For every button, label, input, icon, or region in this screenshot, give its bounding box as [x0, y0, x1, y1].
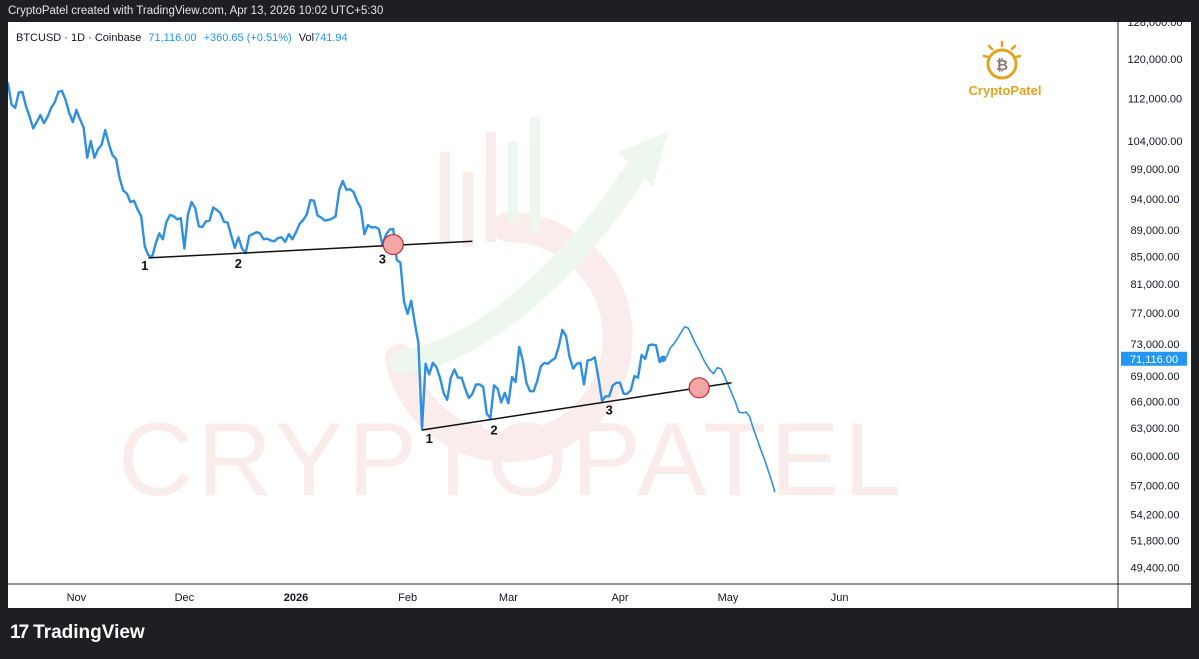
y-tick-label: 128,000.00 [1127, 22, 1182, 29]
x-tick-label: Nov [67, 592, 87, 604]
svg-text:71,116.00: 71,116.00 [1130, 354, 1178, 366]
y-tick-label: 120,000.00 [1127, 54, 1182, 66]
x-tick-label: Mar [499, 592, 518, 604]
chart-header: CryptoPatel created with TradingView.com… [0, 0, 1199, 22]
price-axis[interactable]: 128,000.00 120,000.00 112,000.00 104,000.00… [1127, 22, 1182, 575]
y-tick-label: 99,000.00 [1131, 164, 1180, 176]
watermark-text: CRYPTOPATEL [118, 402, 906, 518]
y-tick-label: 85,000.00 [1131, 252, 1180, 264]
y-tick-label: 66,000.00 [1131, 397, 1180, 409]
y-tick-label: 73,000.00 [1131, 339, 1180, 351]
price-line [8, 82, 665, 431]
x-tick-label: May [718, 592, 739, 604]
legend: BTCUSD · 1D · Coinbase 71,116.00 +360.65… [16, 32, 348, 44]
price-series [8, 82, 776, 493]
tradingview-mark-icon: 17 [10, 622, 29, 643]
credit-text: CryptoPatel created with TradingView.com… [8, 5, 384, 17]
price-value: 71,116.00 [148, 32, 196, 44]
change-value: +360.65 (+0.51%) [204, 32, 292, 44]
x-tick-label: Jun [831, 592, 849, 604]
y-tick-label: 89,000.00 [1131, 225, 1180, 237]
last-price-badge: 71,116.00 [1121, 351, 1187, 366]
tradingview-logo[interactable]: 17 TradingView [10, 622, 145, 644]
brand-logo-text: CryptoPatel [969, 83, 1042, 98]
y-tick-label: 77,000.00 [1131, 308, 1180, 320]
breakdown-marker [382, 233, 404, 256]
touch-point-label: 3 [379, 251, 386, 266]
volume-value: 741.94 [314, 32, 348, 44]
y-tick-label: 60,000.00 [1131, 451, 1180, 463]
y-tick-label: 49,400.00 [1131, 563, 1180, 575]
y-tick-label: 54,200.00 [1131, 509, 1180, 521]
trendline [421, 382, 732, 431]
touch-point-label: 1 [141, 258, 148, 273]
y-tick-label: 104,000.00 [1127, 136, 1182, 148]
annotations: 1 2 3 1 2 3 [141, 233, 732, 446]
y-tick-label: 63,000.00 [1131, 423, 1180, 435]
last-price-dot [660, 355, 667, 362]
bitcoin-coin-icon: ₿ [982, 40, 1022, 80]
y-tick-label: 94,000.00 [1131, 194, 1180, 206]
y-tick-label: 69,000.00 [1131, 371, 1180, 383]
tradingview-logo-text: TradingView [33, 622, 145, 643]
x-tick-label: Feb [398, 592, 417, 604]
x-tick-label: 2026 [284, 592, 308, 604]
touch-point-label: 1 [426, 431, 433, 446]
x-tick-label: Dec [175, 592, 195, 604]
symbol-label: BTCUSD · 1D · Coinbase [16, 32, 141, 44]
y-tick-label: 51,800.00 [1131, 535, 1180, 547]
touch-point-label: 2 [235, 256, 242, 271]
breakdown-marker [688, 377, 710, 399]
touch-point-label: 2 [490, 423, 497, 438]
trendline [148, 240, 473, 259]
projection-line [662, 325, 776, 493]
brand-logo: ₿ CryptoPatel [969, 40, 1042, 98]
touch-point-label: 3 [606, 403, 613, 418]
y-tick-label: 112,000.00 [1128, 94, 1182, 106]
time-axis[interactable]: Nov Dec 2026 Feb Mar Apr May Jun [67, 592, 849, 604]
volume-label: Vol [299, 32, 314, 44]
x-tick-label: Apr [611, 592, 628, 604]
y-tick-label: 81,000.00 [1131, 279, 1180, 291]
footer-bar: 17 TradingView [0, 608, 1199, 659]
svg-text:₿: ₿ [996, 56, 1008, 74]
y-tick-label: 57,000.00 [1131, 481, 1180, 493]
watermark: CRYPTOPATEL [118, 117, 906, 518]
